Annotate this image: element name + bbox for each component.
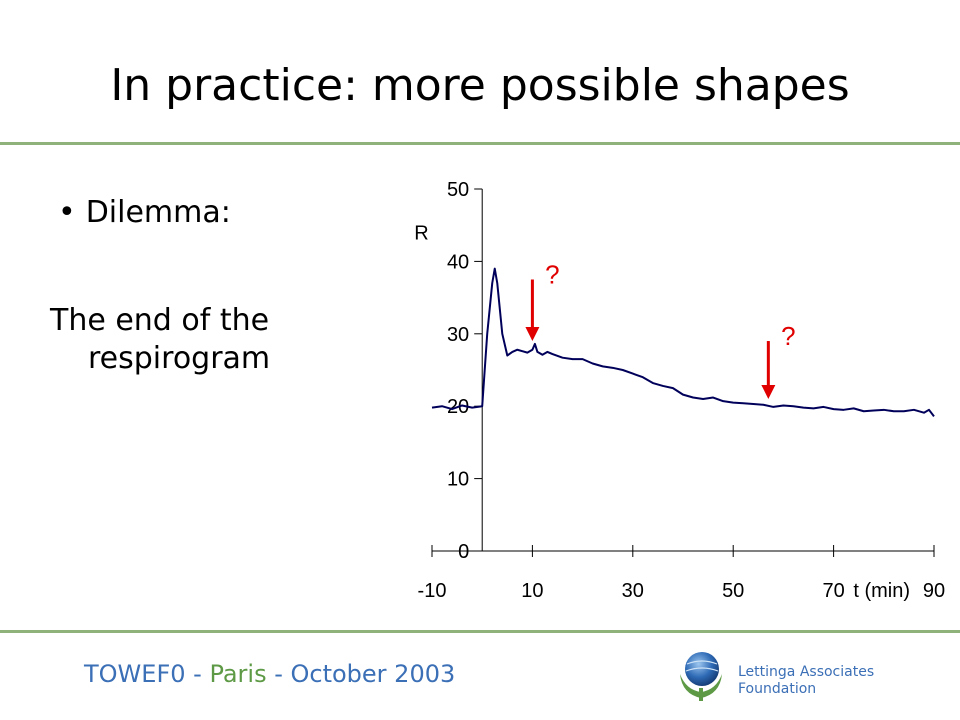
y-tick-label: 40 bbox=[447, 251, 469, 273]
annotation-arrow-head-icon bbox=[761, 384, 776, 399]
y-tick-label: 50 bbox=[447, 179, 469, 201]
org-name-line-1: Lettinga Associates bbox=[738, 664, 875, 680]
y-tick-label: 0 bbox=[458, 541, 469, 563]
bullet-text: Dilemma: bbox=[85, 195, 231, 230]
y-tick-label: 30 bbox=[447, 324, 469, 346]
y-tick-label: 10 bbox=[447, 469, 469, 491]
chart-annotations: ?? bbox=[525, 260, 796, 399]
bullet-dot-icon: • bbox=[58, 195, 76, 230]
annotation-label: ? bbox=[545, 260, 559, 290]
x-tick-label: 30 bbox=[622, 580, 644, 602]
footer-event-city: Paris bbox=[209, 660, 267, 688]
footer-event: TOWEF0 - Paris - October 2003 bbox=[84, 660, 455, 688]
x-tick-label: 10 bbox=[521, 580, 543, 602]
annotation-label: ? bbox=[781, 321, 795, 351]
paragraph-line-2: respirogram bbox=[88, 341, 271, 376]
top-divider bbox=[0, 142, 960, 145]
footer-event-suffix: - October 2003 bbox=[266, 660, 456, 688]
bullet-item: • Dilemma: bbox=[58, 195, 231, 230]
org-name: Lettinga Associates Foundation bbox=[738, 664, 874, 698]
x-axis-label: t (min) bbox=[853, 580, 910, 602]
chart-series bbox=[431, 267, 935, 417]
annotation-arrow-head-icon bbox=[525, 327, 540, 342]
bottom-divider bbox=[0, 630, 960, 633]
y-axis-label: R bbox=[414, 222, 428, 244]
x-tick-label: 50 bbox=[722, 580, 744, 602]
foundation-logo-icon bbox=[680, 652, 722, 701]
slide-title: In practice: more possible shapes bbox=[110, 60, 850, 111]
org-name-line-2: Foundation bbox=[738, 681, 817, 697]
footer-event-prefix: TOWEF0 - bbox=[84, 660, 210, 688]
series-line-0 bbox=[431, 267, 935, 417]
x-tick-label: 70 bbox=[822, 580, 844, 602]
x-tick-label: 90 bbox=[923, 580, 945, 602]
paragraph-line-1: The end of the bbox=[50, 303, 270, 338]
x-tick-label: -10 bbox=[418, 580, 447, 602]
body-paragraph: The end of the respirogram bbox=[50, 302, 350, 378]
